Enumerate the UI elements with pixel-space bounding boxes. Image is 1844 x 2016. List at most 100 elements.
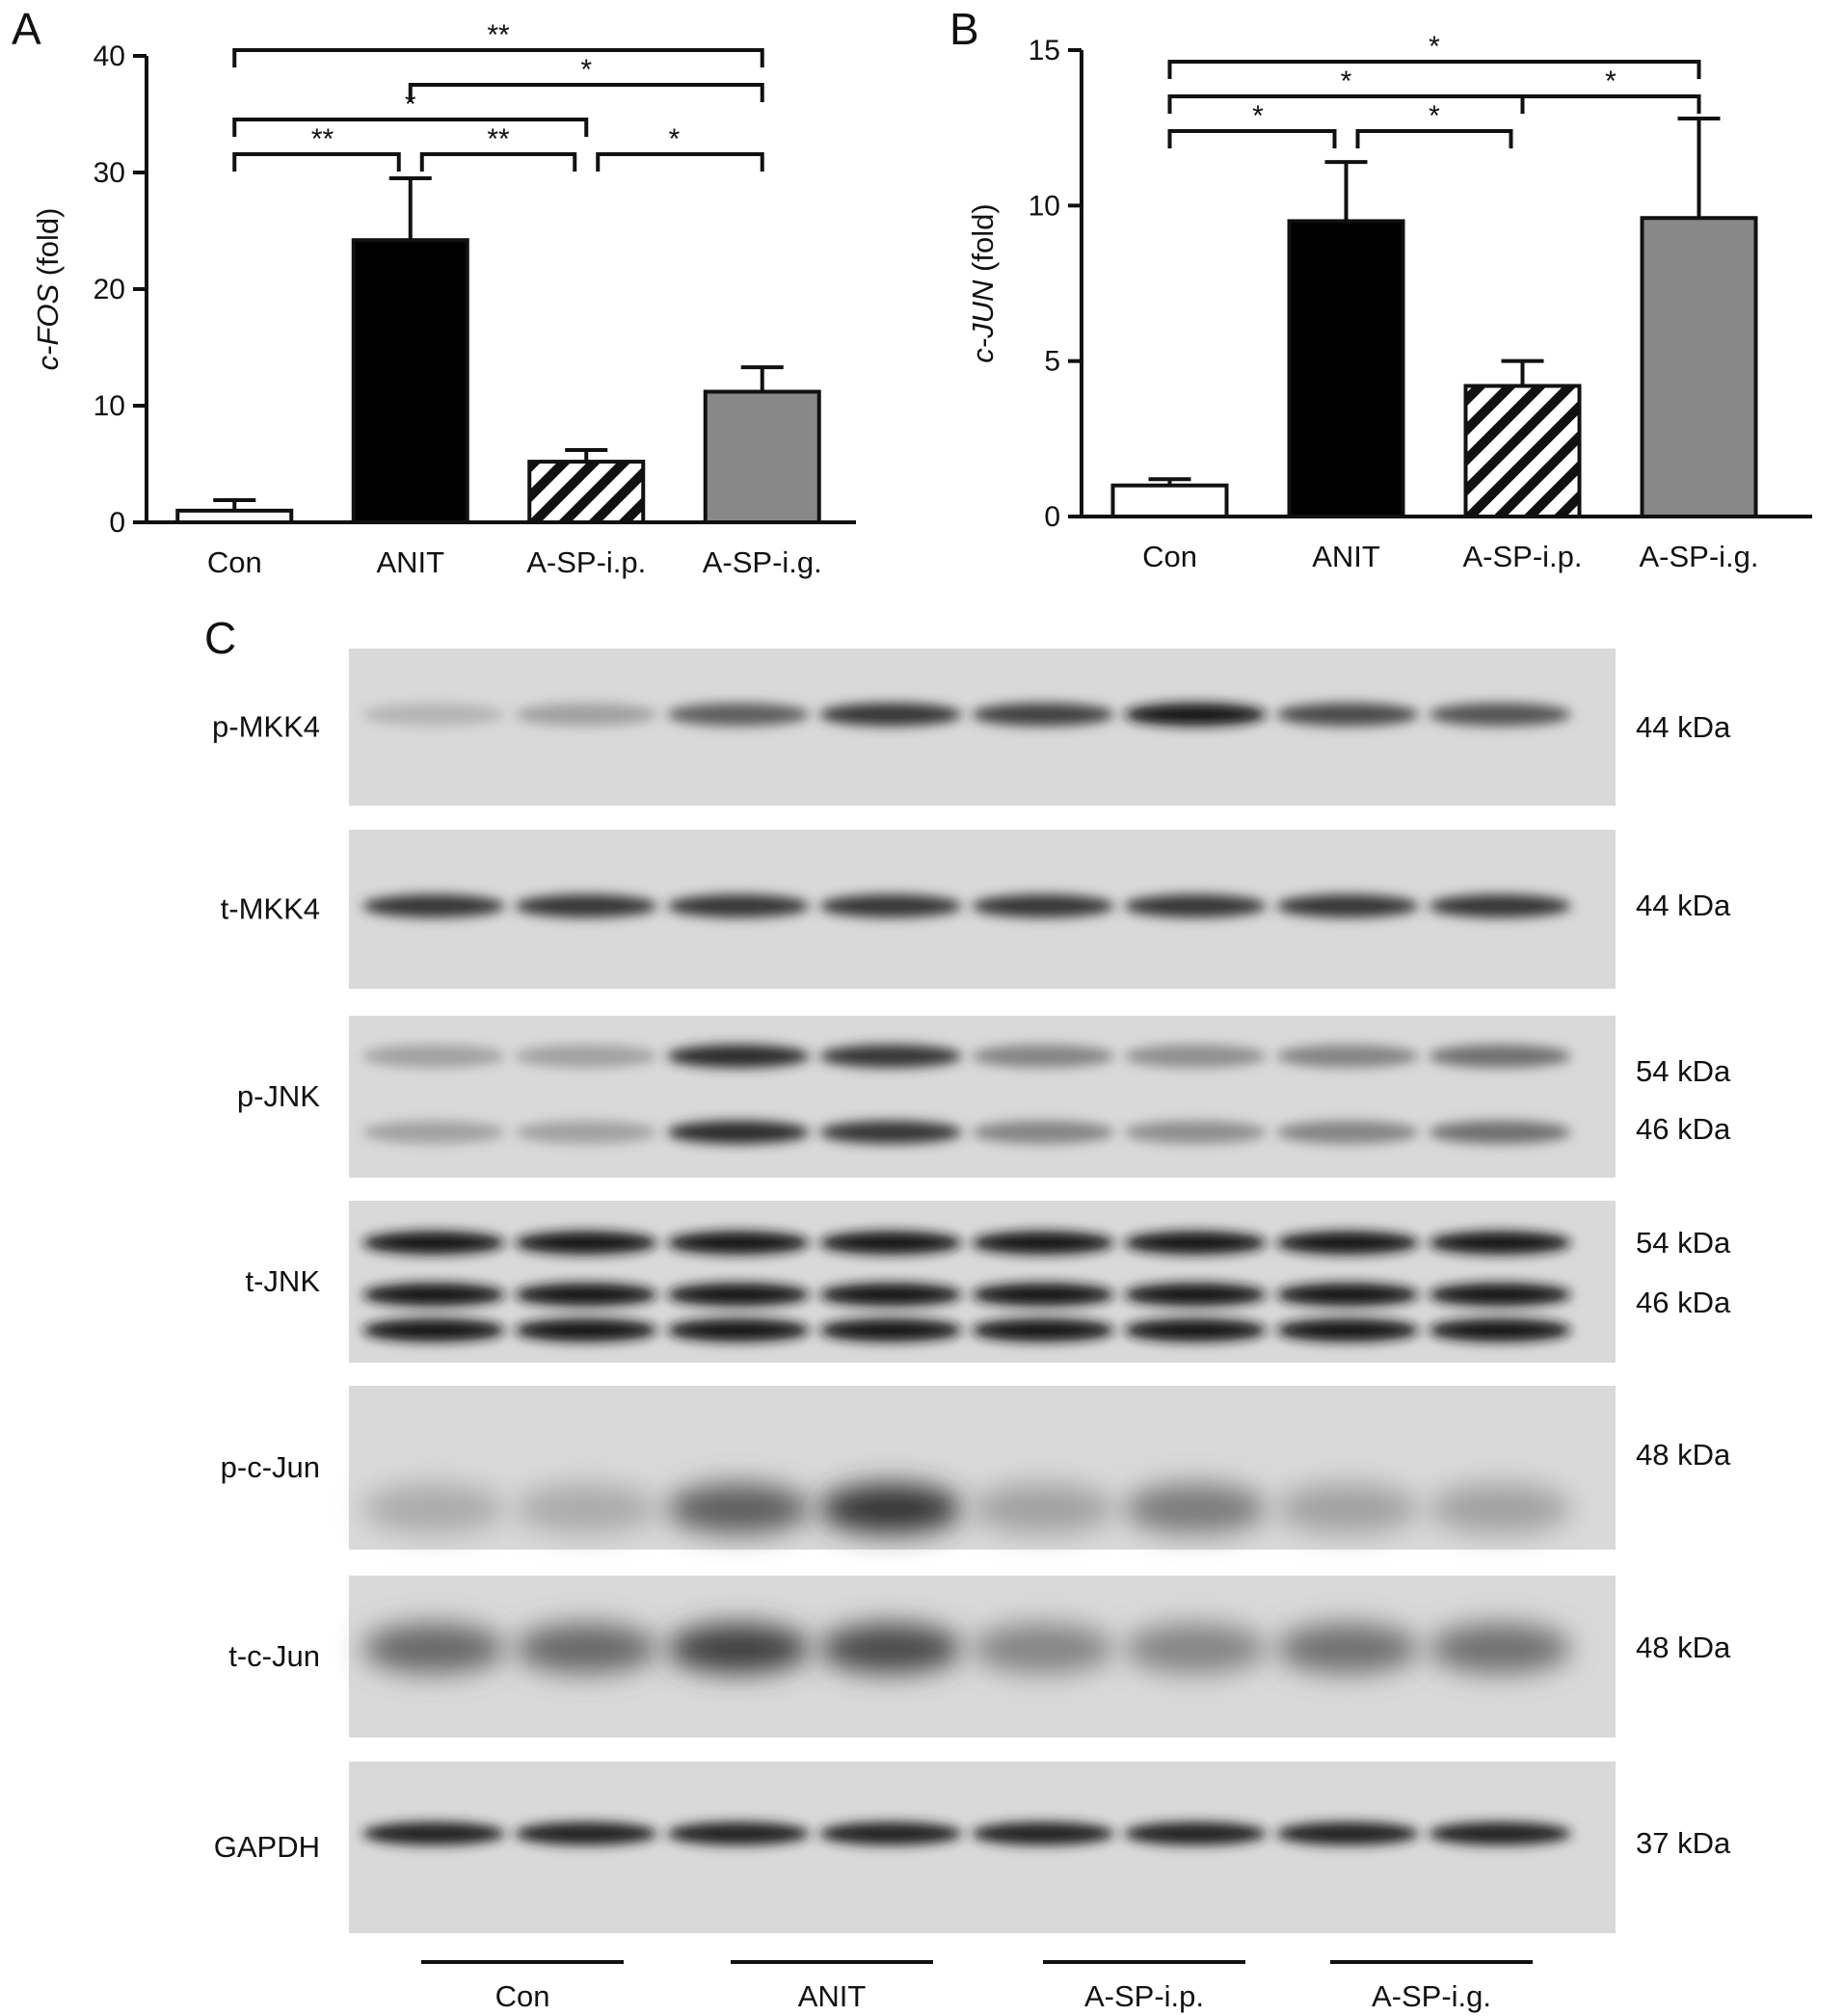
bar-a-sp-i-p-: [1463, 384, 1582, 519]
x-category-label: A-SP-i.g.: [703, 545, 822, 579]
significance-bracket: [232, 152, 401, 172]
blot-band: [1276, 1623, 1419, 1674]
blot-band: [1276, 1231, 1419, 1255]
y-axis-title: c-FOS (fold): [31, 208, 65, 371]
y-tick-label: 20: [94, 274, 125, 305]
kda-label: 54 kDa: [1636, 1226, 1731, 1260]
bar-a-sp-i-g-: [1640, 216, 1758, 519]
blot-strip-gapdh: [349, 1762, 1616, 1933]
blot-band: [819, 703, 962, 727]
blot-band: [667, 894, 810, 918]
blot-band: [1429, 1231, 1571, 1255]
kda-label: 54 kDa: [1636, 1054, 1731, 1088]
kda-label: 48 kDa: [1636, 1438, 1731, 1472]
blot-band: [362, 1483, 505, 1534]
blot-band: [1124, 1483, 1267, 1534]
blot-band: [515, 1821, 657, 1845]
significance-label: *: [580, 54, 592, 86]
panel-letter-a: A: [12, 4, 41, 54]
x-category-label: Con: [207, 545, 262, 579]
y-axis-title-gene: c-FOS: [31, 284, 65, 371]
blot-band: [515, 1483, 657, 1534]
significance-label: *: [405, 89, 416, 120]
blot-band: [362, 1231, 505, 1255]
blot-band: [1429, 1623, 1571, 1674]
y-axis-title-gene: c-JUN: [966, 279, 1000, 363]
y-tick-label: 5: [1044, 346, 1060, 378]
blot-band: [667, 1821, 810, 1845]
blot-band: [667, 1483, 810, 1534]
blot-band: [667, 1120, 810, 1144]
y-axis-title-unit: (fold): [966, 203, 1000, 279]
bar-anit: [351, 238, 469, 524]
bar-con: [175, 508, 294, 525]
significance-bracket: [232, 118, 589, 137]
blot-band: [1429, 1120, 1571, 1144]
blot-band: [1429, 1318, 1571, 1342]
blot-band: [972, 1623, 1114, 1674]
blot-band: [1276, 1120, 1419, 1144]
y-tick-label: 0: [1044, 501, 1060, 533]
blot-band: [1124, 1318, 1267, 1342]
blot-band: [1429, 703, 1571, 727]
x-category-label: Con: [1142, 540, 1197, 573]
blot-band: [1276, 1483, 1419, 1534]
y-axis-title-unit: (fold): [31, 208, 65, 284]
group-label: Con: [495, 1979, 550, 2013]
blot-band: [1276, 1821, 1419, 1845]
blot-band: [362, 1283, 505, 1307]
blot-label: t-c-Jun: [228, 1639, 320, 1673]
blot-label: p-c-Jun: [221, 1450, 320, 1484]
blot-label: GAPDH: [214, 1830, 320, 1864]
blot-band: [819, 1120, 962, 1144]
x-category-label: ANIT: [376, 545, 444, 579]
blot-band: [515, 1045, 657, 1068]
bar-con: [1110, 483, 1229, 519]
x-category-label: A-SP-i.g.: [1639, 540, 1758, 573]
blot-band: [819, 1821, 962, 1845]
blot-band: [515, 1623, 657, 1674]
x-category-label: A-SP-i.p.: [526, 545, 646, 579]
blot-band: [515, 1231, 657, 1255]
significance-label: *: [1429, 100, 1440, 132]
blot-band: [667, 1283, 810, 1307]
significance-label: *: [1429, 31, 1440, 63]
blot-band: [1124, 703, 1267, 727]
x-category-label: A-SP-i.p.: [1462, 540, 1582, 573]
blot-label: t-JNK: [246, 1264, 321, 1298]
blot-band: [667, 1623, 810, 1674]
blot-label: t-MKK4: [221, 892, 320, 926]
blot-band: [362, 894, 505, 918]
blot-strip-p-mkk4: [349, 649, 1616, 806]
y-tick-label: 15: [1029, 35, 1060, 66]
blot-band: [819, 1318, 962, 1342]
blot-label: p-JNK: [237, 1079, 320, 1113]
significance-label: *: [1605, 66, 1617, 97]
panel-letter-c: C: [204, 613, 236, 663]
blot-band: [1276, 1045, 1419, 1068]
y-tick-label: 0: [109, 507, 125, 539]
blot-band: [1124, 894, 1267, 918]
blot-band: [972, 894, 1114, 918]
blot-band: [972, 1821, 1114, 1845]
blot-band: [1276, 1283, 1419, 1307]
y-axis-title: c-JUN (fold): [966, 203, 1000, 362]
group-label: A-SP-i.p.: [1084, 1979, 1204, 2013]
chart-a-cfos: 0 10 20 30 40 c-FOS (fold) Con ANIT A-SP-i.p. A-S…: [31, 19, 856, 579]
blot-band: [972, 1283, 1114, 1307]
blot-band: [1429, 1821, 1571, 1845]
blot-label: p-MKK4: [212, 710, 320, 744]
blot-band: [1276, 894, 1419, 918]
blot-band: [1429, 894, 1571, 918]
blot-band: [667, 1318, 810, 1342]
blot-band: [972, 703, 1114, 727]
blot-band: [362, 1318, 505, 1342]
blot-band: [819, 1231, 962, 1255]
group-label: ANIT: [798, 1979, 867, 2013]
y-tick-label: 30: [94, 157, 125, 189]
blot-band: [1124, 1821, 1267, 1845]
blot-band: [1429, 1045, 1571, 1068]
kda-label: 44 kDa: [1636, 710, 1731, 744]
blot-band: [1124, 1623, 1267, 1674]
blot-band: [515, 703, 657, 727]
